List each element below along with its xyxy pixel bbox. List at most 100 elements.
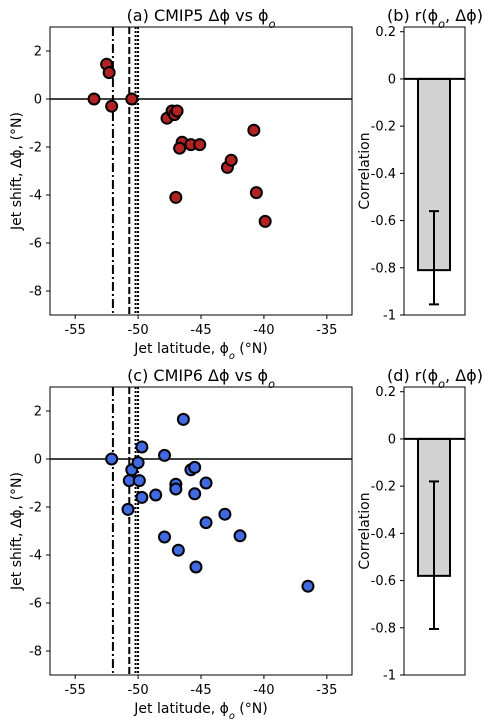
panel-a-xlabel: Jet latitude, ϕo (°N)	[133, 341, 267, 362]
panel-c-point-20	[171, 543, 185, 557]
panel-a-ytick-label-4: -6	[29, 237, 42, 252]
panel-a-ylabel: Jet shift, Δϕ, (°N)	[9, 112, 25, 231]
panel-a-title-part-1: o	[269, 18, 276, 31]
panel-b-title-part-0: (b) r(ϕ	[387, 6, 438, 25]
panel-c-point-2	[131, 456, 145, 470]
panel-a-ytick-label-0: 2	[34, 45, 42, 60]
panel-d-ytick-label-1: 0	[388, 432, 396, 447]
panel-c-point-3	[135, 440, 149, 454]
panel-a-title: (a) CMIP5 Δϕ vs ϕo	[127, 6, 276, 31]
panel-c-ytick-label-0: 2	[34, 405, 42, 420]
panel-c-ylabel: Jet shift, Δϕ, (°N)	[9, 472, 25, 591]
panel-a-point-12	[193, 138, 207, 152]
panel-b-title: (b) r(ϕo, Δϕ)	[387, 6, 483, 31]
panel-b-ytick-label-2: -0.2	[371, 120, 396, 135]
panel-c-point-16	[199, 476, 213, 490]
panel-d-ytick-label-4: -0.6	[371, 574, 396, 589]
panel-a-title-part-0: (a) CMIP5 Δϕ vs ϕ	[127, 6, 269, 25]
panel-c-ytick-label-5: -8	[29, 645, 42, 660]
panel-c-point-21	[189, 560, 203, 574]
panel-b-ylabel: Correlation	[357, 132, 373, 209]
panel-b-ytick-label-3: -0.4	[371, 167, 396, 182]
panel-c-ytick-label-2: -2	[29, 501, 42, 516]
panel-d-frame	[403, 386, 466, 676]
panel-d-ytick-label-2: -0.2	[371, 480, 396, 495]
panel-b-ytick-label-5: -0.8	[371, 261, 396, 276]
panel-c-point-23	[301, 579, 315, 593]
panel-c-point-5	[132, 474, 146, 488]
panel-c-xtick-label-2: -45	[190, 683, 211, 698]
panel-c-point-6	[135, 490, 149, 504]
panel-c-title-part-1: o	[268, 378, 275, 391]
panel-c-xtick-label-4: -35	[316, 683, 337, 698]
panel-d-title-part-2: , Δϕ)	[445, 366, 483, 385]
panel-a-point-17	[249, 186, 263, 200]
panel-c-point-15	[188, 487, 202, 501]
panel-a-point-0	[87, 92, 101, 106]
panel-a-xlabel-part-0: Jet latitude, ϕ	[133, 341, 229, 357]
panel-c-xlabel-part-0: Jet latitude, ϕ	[133, 701, 229, 717]
panel-b-ytick-label-1: 0	[388, 72, 396, 87]
panel-a-ytick-label-2: -2	[29, 141, 42, 156]
panel-a-point-10	[173, 141, 187, 155]
panel-c-xtick-label-3: -40	[253, 683, 274, 698]
panel-d-title: (d) r(ϕo, Δϕ)	[387, 366, 483, 391]
panel-b-frame	[403, 26, 466, 316]
panel-a-xlabel-part-1: o	[229, 351, 235, 362]
panel-c-frame	[49, 386, 353, 676]
panel-c-point-0	[105, 452, 119, 466]
panel-a-xlabel-part-2: (°N)	[235, 341, 268, 357]
panel-c-xlabel-part-1: o	[229, 711, 235, 722]
panel-c-point-14	[188, 460, 202, 474]
panel-c-xlabel-part-2: (°N)	[235, 701, 268, 717]
panel-b-title-part-1: o	[438, 18, 445, 31]
panel-a-ytick-label-1: 0	[34, 93, 42, 108]
panel-b-ytick-label-0: 0.2	[375, 25, 396, 40]
panel-b-ytick-label-6: -1	[383, 309, 396, 324]
panel-c: (c) CMIP6 Δϕ vs ϕo-55 -50 -45 -40 -3520-2-4-…	[9, 366, 353, 722]
panel-c-point-7	[121, 502, 135, 516]
panel-d-title-part-1: o	[438, 378, 445, 391]
panel-c-point-11	[169, 482, 183, 496]
panel-c-ytick-label-4: -6	[29, 597, 42, 612]
panel-a-point-15	[224, 153, 238, 167]
panel-a-point-3	[105, 99, 119, 113]
panel-c-xlabel: Jet latitude, ϕo (°N)	[133, 701, 267, 722]
panel-d-title-part-0: (d) r(ϕ	[387, 366, 438, 385]
panel-c-ytick-label-3: -4	[29, 549, 42, 564]
panel-d: (d) r(ϕo, Δϕ)0.20-0.2-0.4-0.6-0.8-1Corre…	[357, 366, 483, 684]
panel-b-ytick-label-4: -0.6	[371, 214, 396, 229]
panel-c-xtick-label-0: -55	[65, 683, 86, 698]
panel-c-point-19	[158, 530, 172, 544]
panel-a-xtick-label-2: -45	[190, 323, 211, 338]
panel-a-xtick-label-1: -50	[127, 323, 148, 338]
panel-a-ytick-label-5: -8	[29, 285, 42, 300]
panel-d-ytick-label-0: 0.2	[375, 385, 396, 400]
panel-a: (a) CMIP5 Δϕ vs ϕo-55 -50 -45 -40 -3520-2-4-…	[9, 6, 353, 362]
panel-c-point-12	[176, 412, 190, 426]
panel-d-ytick-label-6: -1	[383, 669, 396, 684]
panel-b: (b) r(ϕo, Δϕ)0.2 0 -0.2 -0.4 -0.6 -0.8 -1 Corre…	[357, 6, 483, 324]
panel-a-point-8	[170, 104, 184, 118]
panel-d-ytick-label-5: -0.8	[371, 621, 396, 636]
panel-c-title: (c) CMIP6 Δϕ vs ϕo	[127, 366, 275, 391]
panel-a-point-18	[258, 214, 272, 228]
panel-c-point-17	[199, 516, 213, 530]
panel-a-point-2	[102, 66, 116, 80]
panel-a-ytick-label-3: -4	[29, 189, 42, 204]
panel-a-frame	[49, 26, 353, 316]
panel-a-xtick-label-4: -35	[316, 323, 337, 338]
panel-d-ylabel: Correlation	[357, 492, 373, 569]
panel-a-point-13	[169, 190, 183, 204]
panel-a-point-16	[247, 123, 261, 137]
panel-c-ytick-label-1: 0	[34, 453, 42, 468]
panel-a-xtick-label-0: -55	[65, 323, 86, 338]
panel-c-point-18	[218, 507, 232, 521]
panel-c-title-part-0: (c) CMIP6 Δϕ vs ϕ	[127, 366, 268, 385]
panel-a-point-4	[125, 92, 139, 106]
panel-c-point-8	[149, 488, 163, 502]
panel-c-point-22	[233, 529, 247, 543]
panel-c-point-9	[158, 448, 172, 462]
panel-a-xtick-label-3: -40	[253, 323, 274, 338]
